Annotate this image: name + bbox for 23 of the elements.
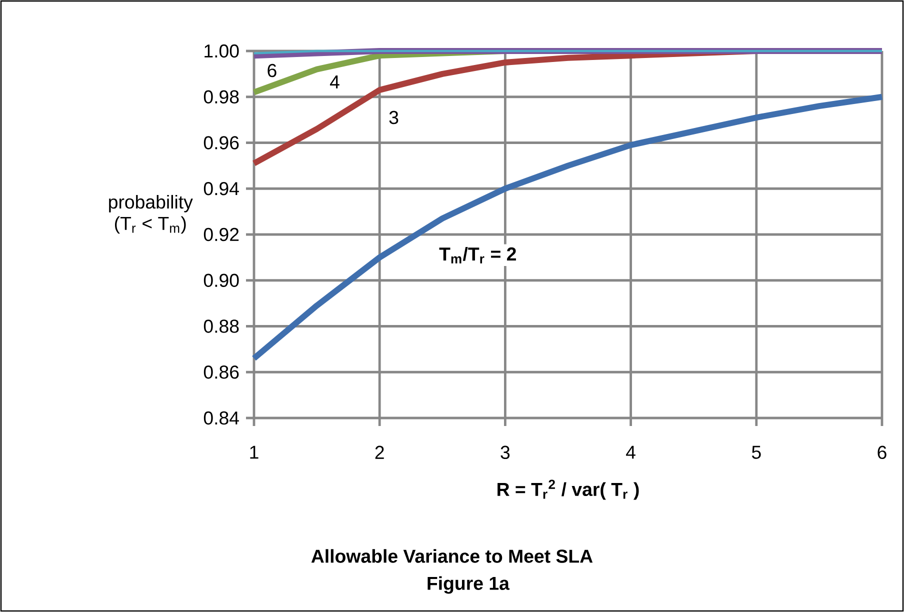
x-tick-label: 1 — [250, 446, 258, 459]
y-tick-label: 0.96 — [204, 136, 239, 150]
series-label: 3 — [389, 110, 398, 124]
x-tick-label: 3 — [500, 446, 510, 460]
x-tick-label: 2 — [375, 446, 384, 459]
text: R = T$_{r}$$^{2}$ / var( T$_{r}$ ) — [498, 480, 639, 500]
y-axis-title: probability (T$_{r}$ < T$_{m}$) — [109, 194, 193, 234]
x-tick-label: 5 — [752, 446, 761, 459]
series-label: 4 — [330, 76, 340, 88]
y-tick-label: 0.86 — [204, 366, 239, 379]
y-tick-label: 0.98 — [204, 90, 239, 104]
y-tick-label: 0.92 — [204, 228, 239, 242]
y-tick-label: 0.84 — [204, 411, 239, 425]
y-tick-label: 0.90 — [204, 274, 239, 287]
x-tick-label: 4 — [626, 446, 636, 459]
text: T$_{m}$/T$_{r}$ = 2 — [439, 246, 516, 264]
y-tick-label: 0.94 — [204, 182, 239, 196]
series-label: 6 — [268, 64, 276, 78]
x-tick-label: 6 — [878, 446, 886, 460]
y-tick-label: 1.00 — [204, 44, 239, 58]
text: Figure 1a — [428, 576, 510, 594]
text: Allowable Variance to Meet SLA — [311, 549, 593, 563]
y-tick-label: 0.88 — [204, 320, 239, 333]
